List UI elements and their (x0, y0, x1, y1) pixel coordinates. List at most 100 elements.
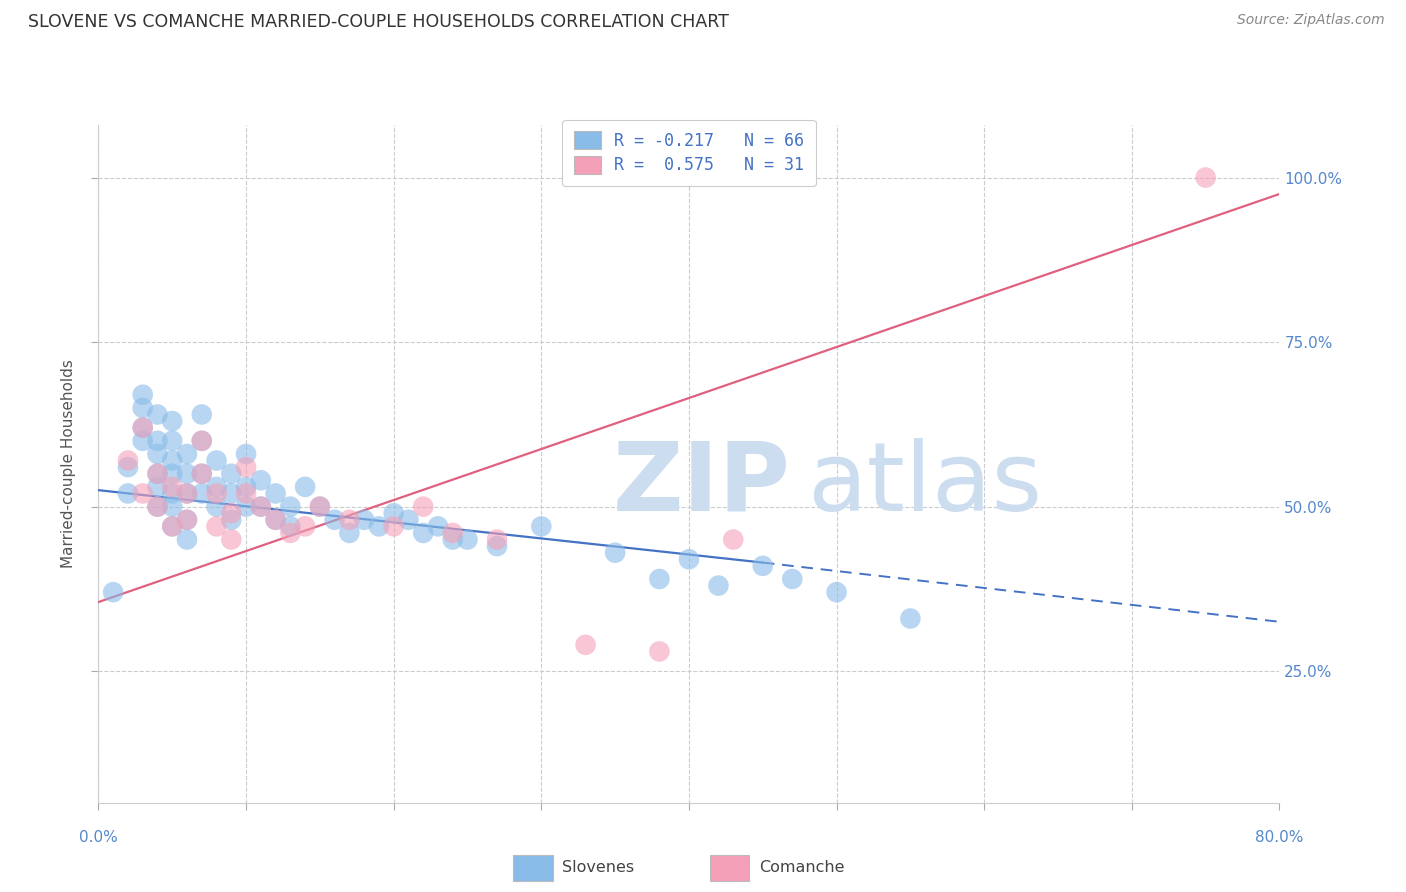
Point (441, 533, 464, 547)
Point (162, 486, 183, 500)
Point (278, 519, 302, 533)
Point (456, 533, 478, 547)
Point (368, 519, 391, 533)
Point (132, 401, 155, 415)
Point (412, 525, 434, 540)
Point (294, 480, 316, 494)
Point (146, 480, 169, 494)
Point (205, 480, 228, 494)
Point (339, 525, 360, 540)
Legend: R = -0.217   N = 66, R =  0.575   N = 31: R = -0.217 N = 66, R = 0.575 N = 31 (562, 120, 815, 186)
Point (191, 486, 214, 500)
Point (825, 585, 848, 599)
Point (162, 467, 183, 481)
Point (146, 408, 169, 422)
Point (264, 513, 287, 527)
Text: 80.0%: 80.0% (1256, 830, 1303, 845)
Point (309, 500, 332, 514)
Point (382, 519, 405, 533)
Point (176, 513, 198, 527)
Point (205, 486, 228, 500)
Point (191, 408, 214, 422)
Point (264, 486, 287, 500)
Point (353, 513, 375, 527)
Point (782, 572, 804, 586)
Point (219, 486, 242, 500)
Point (132, 388, 155, 402)
Point (176, 533, 198, 547)
Point (235, 480, 257, 494)
Point (191, 467, 214, 481)
Point (309, 500, 332, 514)
Point (191, 434, 214, 448)
Point (648, 572, 671, 586)
Point (132, 486, 155, 500)
Point (205, 519, 228, 533)
Point (530, 519, 553, 533)
Point (146, 467, 169, 481)
Point (294, 519, 316, 533)
Point (574, 638, 596, 652)
Point (146, 467, 169, 481)
Point (205, 453, 228, 467)
Text: ZIP: ZIP (612, 438, 790, 531)
Point (162, 519, 183, 533)
Text: Slovenes: Slovenes (562, 860, 634, 874)
Y-axis label: Married-couple Households: Married-couple Households (60, 359, 76, 568)
Point (250, 473, 273, 487)
Point (1195, 170, 1218, 185)
Point (323, 513, 346, 527)
Text: SLOVENE VS COMANCHE MARRIED-COUPLE HOUSEHOLDS CORRELATION CHART: SLOVENE VS COMANCHE MARRIED-COUPLE HOUSE… (28, 13, 728, 31)
Point (191, 467, 214, 481)
Point (146, 500, 169, 514)
Point (900, 611, 922, 625)
Point (648, 644, 671, 658)
Point (264, 513, 287, 527)
Point (235, 500, 257, 514)
Point (132, 420, 155, 434)
Text: atlas: atlas (807, 438, 1042, 531)
Text: Source: ZipAtlas.com: Source: ZipAtlas.com (1237, 13, 1385, 28)
Point (132, 434, 155, 448)
Point (162, 480, 183, 494)
Point (412, 500, 434, 514)
Point (339, 513, 360, 527)
Point (678, 552, 700, 566)
Point (278, 500, 302, 514)
Point (176, 447, 198, 461)
Point (441, 525, 464, 540)
Point (146, 434, 169, 448)
Point (219, 506, 242, 520)
Point (146, 500, 169, 514)
Point (176, 486, 198, 500)
Point (235, 447, 257, 461)
Point (103, 585, 125, 599)
Point (250, 500, 273, 514)
Point (176, 467, 198, 481)
Point (278, 525, 302, 540)
Point (382, 506, 405, 520)
Point (191, 434, 214, 448)
Point (751, 558, 773, 573)
Point (205, 500, 228, 514)
Point (132, 420, 155, 434)
Point (707, 579, 730, 593)
Point (146, 447, 169, 461)
Point (117, 460, 139, 475)
Point (162, 453, 183, 467)
Point (176, 513, 198, 527)
Point (162, 414, 183, 428)
Point (427, 519, 450, 533)
Point (250, 500, 273, 514)
Point (235, 486, 257, 500)
Point (219, 467, 242, 481)
Text: Comanche: Comanche (759, 860, 845, 874)
Point (219, 513, 242, 527)
Text: 0.0%: 0.0% (79, 830, 118, 845)
Point (162, 500, 183, 514)
Point (117, 453, 139, 467)
Point (162, 519, 183, 533)
Point (219, 533, 242, 547)
Point (176, 486, 198, 500)
Point (396, 513, 419, 527)
